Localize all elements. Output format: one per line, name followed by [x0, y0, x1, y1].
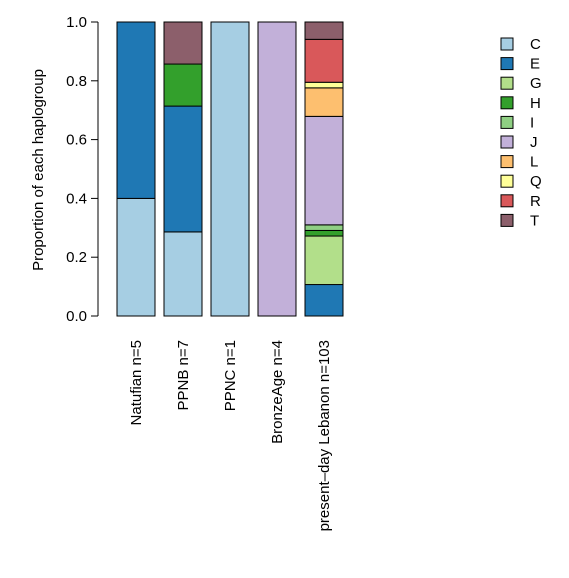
legend-swatch [500, 174, 514, 188]
bar-segment [163, 105, 203, 233]
bars [116, 21, 344, 317]
legend-swatch [500, 155, 514, 169]
legend-label: C [530, 36, 541, 53]
bar-segment [304, 235, 344, 286]
bar-segment [163, 21, 203, 65]
bar-segment [304, 87, 344, 117]
legend-label: G [530, 75, 542, 92]
bar-segment [210, 21, 250, 317]
legend-label: L [530, 154, 538, 171]
legend-label: H [530, 95, 541, 112]
legend-label: E [530, 56, 540, 73]
y-tick-label: 0.6 [66, 132, 87, 149]
bar-segment [116, 197, 156, 317]
bar-segment [257, 21, 297, 317]
legend-swatch [500, 57, 514, 71]
legend-label: I [530, 114, 534, 131]
bar-segment [304, 224, 344, 231]
legend-swatch [500, 76, 514, 90]
legend-swatch [500, 37, 514, 51]
y-tick-label: 0.0 [66, 308, 87, 325]
y-axis: 0.0 0.2 0.4 0.6 0.8 1.0 [66, 14, 99, 325]
y-tick-label: 0.4 [66, 190, 87, 207]
category-label: PPNC n=1 [222, 340, 239, 411]
bar-segment [163, 63, 203, 107]
bar-segment [304, 115, 344, 226]
y-tick-label: 1.0 [66, 14, 87, 31]
y-tick-label: 0.2 [66, 249, 87, 266]
legend-swatch [500, 194, 514, 208]
legend-swatch [500, 96, 514, 110]
bar-segment [304, 21, 344, 40]
bar-segment [304, 229, 344, 237]
y-axis-title: Proportion of each haplogroup [30, 69, 47, 271]
bar-segment [304, 38, 344, 83]
bar-segment [304, 81, 344, 89]
category-label: present–day Lebanon n=103 [316, 340, 333, 531]
legend-label: R [530, 193, 541, 210]
bar-segment [163, 231, 203, 317]
legend-swatch [500, 115, 514, 129]
legend-label: T [530, 212, 539, 229]
bar-segment [304, 284, 344, 317]
category-label: Natufian n=5 [128, 340, 145, 425]
legend-label: Q [530, 173, 542, 190]
y-tick-label: 0.8 [66, 73, 87, 90]
category-label: BronzeAge n=4 [269, 340, 286, 444]
legend-swatch [500, 135, 514, 149]
legend-label: J [530, 134, 538, 151]
category-labels: Natufian n=5 PPNB n=7 PPNC n=1 BronzeAge n=… [128, 340, 333, 531]
bar-segment [116, 21, 156, 199]
category-label: PPNB n=7 [175, 340, 192, 410]
legend-swatch [500, 213, 514, 227]
